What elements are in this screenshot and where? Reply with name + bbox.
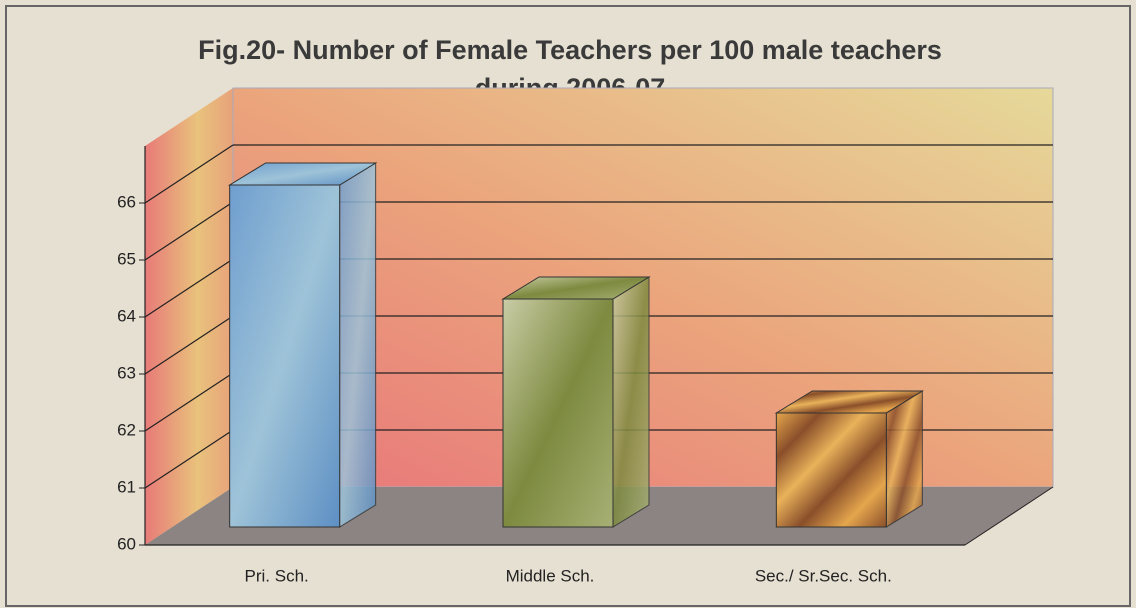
- bar: [229, 184, 341, 528]
- bar-side: [612, 276, 650, 528]
- frame: [5, 5, 1131, 607]
- y-tick-label: 64: [117, 306, 136, 325]
- bar: [502, 298, 614, 528]
- grid-line: [144, 372, 234, 432]
- x-tick-label: Sec./ Sr.Sec. Sch.: [755, 566, 892, 585]
- grid-line: [144, 429, 234, 489]
- y-tick-label: 63: [117, 363, 136, 382]
- chart-title: Fig.20- Number of Female Teachers per 10…: [198, 35, 942, 65]
- bar-side: [885, 390, 923, 528]
- bar-side: [339, 162, 377, 528]
- grid-line: [144, 258, 234, 318]
- floor-edge: [964, 486, 1054, 546]
- grid-line: [144, 201, 234, 261]
- grid-line: [144, 144, 234, 204]
- grid-line: [144, 315, 234, 375]
- left-wall: [145, 88, 233, 545]
- y-tick-label: 66: [117, 192, 136, 211]
- bar: [775, 412, 887, 528]
- x-tick-label: Pri. Sch.: [245, 566, 309, 585]
- y-tick-label: 60: [117, 534, 136, 553]
- x-tick-label: Middle Sch.: [506, 566, 595, 585]
- y-tick-label: 61: [117, 477, 136, 496]
- y-tick-label: 65: [117, 249, 136, 268]
- y-tick-label: 62: [117, 420, 136, 439]
